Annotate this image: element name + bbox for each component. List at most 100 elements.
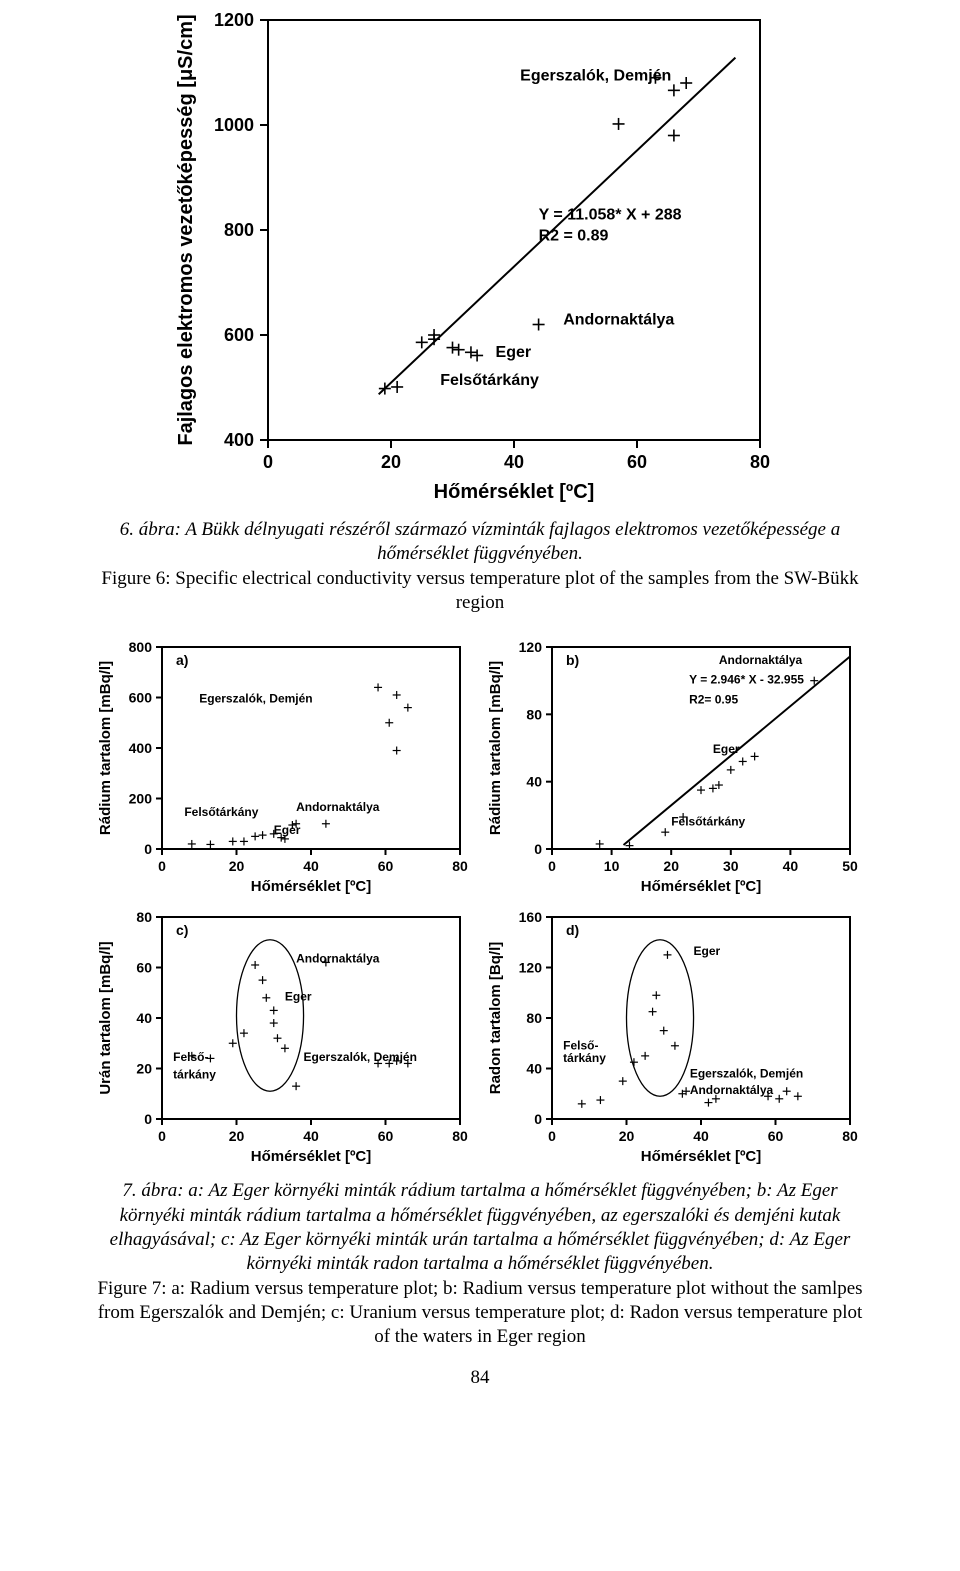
svg-text:30: 30 bbox=[723, 858, 739, 874]
fig7b-chart: 0 10 20 30 40 50 0 40 80 120 Hőmérséklet [ºC] Rádiu… bbox=[480, 633, 870, 903]
svg-text:Radon tartalom [Bq/l]: Radon tartalom [Bq/l] bbox=[487, 942, 504, 1095]
fig7-caption: 7. ábra: a: Az Eger környéki minták rádi… bbox=[90, 1179, 870, 1349]
svg-text:Hőmérséklet [ºC]: Hőmérséklet [ºC] bbox=[434, 481, 595, 503]
svg-text:800: 800 bbox=[129, 639, 153, 655]
svg-text:20: 20 bbox=[229, 1128, 245, 1144]
svg-text:40: 40 bbox=[526, 774, 542, 790]
svg-text:600: 600 bbox=[129, 690, 153, 706]
svg-text:Andornaktálya: Andornaktálya bbox=[296, 952, 380, 966]
svg-text:1000: 1000 bbox=[214, 115, 254, 135]
svg-text:60: 60 bbox=[627, 452, 647, 472]
page-number: 84 bbox=[90, 1367, 870, 1389]
svg-text:20: 20 bbox=[663, 858, 679, 874]
fig7-caption-en: Figure 7: a: Radium versus temperature p… bbox=[97, 1278, 862, 1348]
svg-text:0: 0 bbox=[534, 1111, 542, 1127]
svg-text:0: 0 bbox=[534, 841, 542, 857]
svg-text:Egerszalók, Demjén: Egerszalók, Demjén bbox=[690, 1067, 803, 1081]
svg-text:Eger: Eger bbox=[713, 742, 740, 756]
svg-text:c): c) bbox=[176, 922, 188, 938]
svg-text:400: 400 bbox=[129, 740, 153, 756]
svg-text:Fajlagos elektromos vezetőképe: Fajlagos elektromos vezetőképesség [μS/c… bbox=[175, 14, 197, 445]
svg-text:Y = 11.058* X + 288: Y = 11.058* X + 288 bbox=[539, 207, 682, 224]
svg-text:200: 200 bbox=[129, 791, 153, 807]
svg-text:80: 80 bbox=[842, 1128, 858, 1144]
svg-text:1200: 1200 bbox=[214, 10, 254, 30]
svg-text:Hőmérséklet [ºC]: Hőmérséklet [ºC] bbox=[251, 878, 372, 895]
fig6-chart: 0 20 40 60 80 400 600 800 1000 1200 Hőmérséklet [º… bbox=[160, 0, 800, 510]
svg-text:80: 80 bbox=[526, 707, 542, 723]
svg-text:tárkány: tárkány bbox=[173, 1068, 216, 1082]
svg-text:b): b) bbox=[566, 652, 579, 668]
svg-text:0: 0 bbox=[144, 1111, 152, 1127]
svg-text:60: 60 bbox=[768, 1128, 784, 1144]
svg-text:40: 40 bbox=[504, 452, 524, 472]
svg-text:10: 10 bbox=[604, 858, 620, 874]
fig7c-chart: 020406080020406080Hőmérséklet [ºC]Urán t… bbox=[90, 903, 480, 1173]
svg-text:Egerszalók, Demjén: Egerszalók, Demjén bbox=[199, 692, 312, 706]
svg-text:Eger: Eger bbox=[694, 944, 721, 958]
svg-text:Urán tartalom [mBq/l]: Urán tartalom [mBq/l] bbox=[97, 942, 114, 1095]
svg-text:60: 60 bbox=[378, 858, 394, 874]
svg-text:Andornaktálya: Andornaktálya bbox=[719, 653, 803, 667]
svg-text:20: 20 bbox=[619, 1128, 635, 1144]
svg-text:40: 40 bbox=[303, 858, 319, 874]
svg-text:80: 80 bbox=[750, 452, 770, 472]
svg-text:R2= 0.95: R2= 0.95 bbox=[689, 693, 738, 707]
svg-text:Andornaktálya: Andornaktálya bbox=[563, 312, 674, 329]
svg-text:0: 0 bbox=[548, 858, 556, 874]
svg-text:Felsőtárkány: Felsőtárkány bbox=[184, 805, 258, 819]
svg-text:600: 600 bbox=[224, 325, 254, 345]
svg-text:Eger: Eger bbox=[285, 990, 312, 1004]
svg-text:Felsőtárkány: Felsőtárkány bbox=[440, 372, 539, 389]
svg-text:Egerszalók, Demjén: Egerszalók, Demjén bbox=[520, 67, 671, 84]
svg-text:Eger: Eger bbox=[274, 823, 301, 837]
svg-text:120: 120 bbox=[519, 639, 543, 655]
svg-text:20: 20 bbox=[381, 452, 401, 472]
svg-text:800: 800 bbox=[224, 220, 254, 240]
svg-text:0: 0 bbox=[263, 452, 273, 472]
svg-text:Rádium tartalom [mBq/l]: Rádium tartalom [mBq/l] bbox=[487, 661, 504, 835]
svg-text:0: 0 bbox=[548, 1128, 556, 1144]
svg-text:0: 0 bbox=[158, 1128, 166, 1144]
svg-text:80: 80 bbox=[452, 1128, 468, 1144]
svg-text:80: 80 bbox=[452, 858, 468, 874]
svg-text:Hőmérséklet [ºC]: Hőmérséklet [ºC] bbox=[641, 878, 762, 895]
svg-text:Felső-: Felső- bbox=[173, 1050, 208, 1064]
svg-text:40: 40 bbox=[136, 1010, 152, 1026]
svg-text:80: 80 bbox=[526, 1010, 542, 1026]
svg-text:Eger: Eger bbox=[496, 344, 532, 361]
svg-text:Felsőtárkány: Felsőtárkány bbox=[671, 815, 745, 829]
svg-text:60: 60 bbox=[136, 960, 152, 976]
svg-text:Andornaktálya: Andornaktálya bbox=[296, 800, 380, 814]
fig6-caption: 6. ábra: A Bükk délnyugati részéről szár… bbox=[90, 518, 870, 615]
figure-6: 0 20 40 60 80 400 600 800 1000 1200 Hőmérséklet [º… bbox=[90, 0, 870, 510]
svg-text:tárkány: tárkány bbox=[563, 1051, 606, 1065]
svg-text:40: 40 bbox=[526, 1061, 542, 1077]
svg-text:d): d) bbox=[566, 922, 579, 938]
svg-text:40: 40 bbox=[783, 858, 799, 874]
svg-text:a): a) bbox=[176, 652, 188, 668]
svg-text:Y = 2.946* X - 32.955: Y = 2.946* X - 32.955 bbox=[689, 673, 804, 687]
fig7d-chart: 0 20 40 60 80 0 40 80 120 160 Hőmérséklet [ºC] Rado… bbox=[480, 903, 870, 1173]
svg-text:120: 120 bbox=[519, 960, 543, 976]
fig7-caption-hu: 7. ábra: a: Az Eger környéki minták rádi… bbox=[110, 1180, 851, 1274]
svg-text:40: 40 bbox=[693, 1128, 709, 1144]
svg-text:Andornaktálya: Andornaktálya bbox=[690, 1083, 774, 1097]
fig6-caption-hu: 6. ábra: A Bükk délnyugati részéről szár… bbox=[120, 519, 840, 564]
svg-text:0: 0 bbox=[144, 841, 152, 857]
svg-text:Hőmérséklet [ºC]: Hőmérséklet [ºC] bbox=[251, 1148, 372, 1165]
figure-7-grid: 0204060800200400600800Hőmérséklet [ºC]Rá… bbox=[90, 633, 870, 1173]
svg-text:60: 60 bbox=[378, 1128, 394, 1144]
svg-text:400: 400 bbox=[224, 430, 254, 450]
svg-text:50: 50 bbox=[842, 858, 858, 874]
svg-text:Hőmérséklet [ºC]: Hőmérséklet [ºC] bbox=[641, 1148, 762, 1165]
svg-text:20: 20 bbox=[136, 1061, 152, 1077]
svg-text:R2 = 0.89: R2 = 0.89 bbox=[539, 228, 609, 245]
svg-text:0: 0 bbox=[158, 858, 166, 874]
fig6-caption-en: Figure 6: Specific electrical conductivi… bbox=[101, 568, 858, 613]
svg-text:Egerszalók, Demjén: Egerszalók, Demjén bbox=[304, 1050, 417, 1064]
svg-text:Rádium tartalom [mBq/l]: Rádium tartalom [mBq/l] bbox=[97, 661, 114, 835]
svg-text:160: 160 bbox=[519, 909, 543, 925]
fig7a-chart: 0204060800200400600800Hőmérséklet [ºC]Rá… bbox=[90, 633, 480, 903]
svg-text:40: 40 bbox=[303, 1128, 319, 1144]
